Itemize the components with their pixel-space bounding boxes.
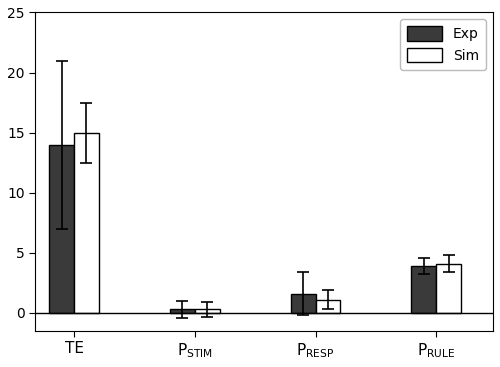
Bar (316, 300, 340, 313)
Bar (412, 266, 436, 313)
Bar (74, 132, 99, 313)
Bar (290, 294, 316, 313)
Bar (170, 309, 195, 313)
Bar (436, 264, 461, 313)
Bar (49, 145, 74, 313)
Bar (195, 309, 220, 313)
Legend: Exp, Sim: Exp, Sim (400, 19, 486, 70)
